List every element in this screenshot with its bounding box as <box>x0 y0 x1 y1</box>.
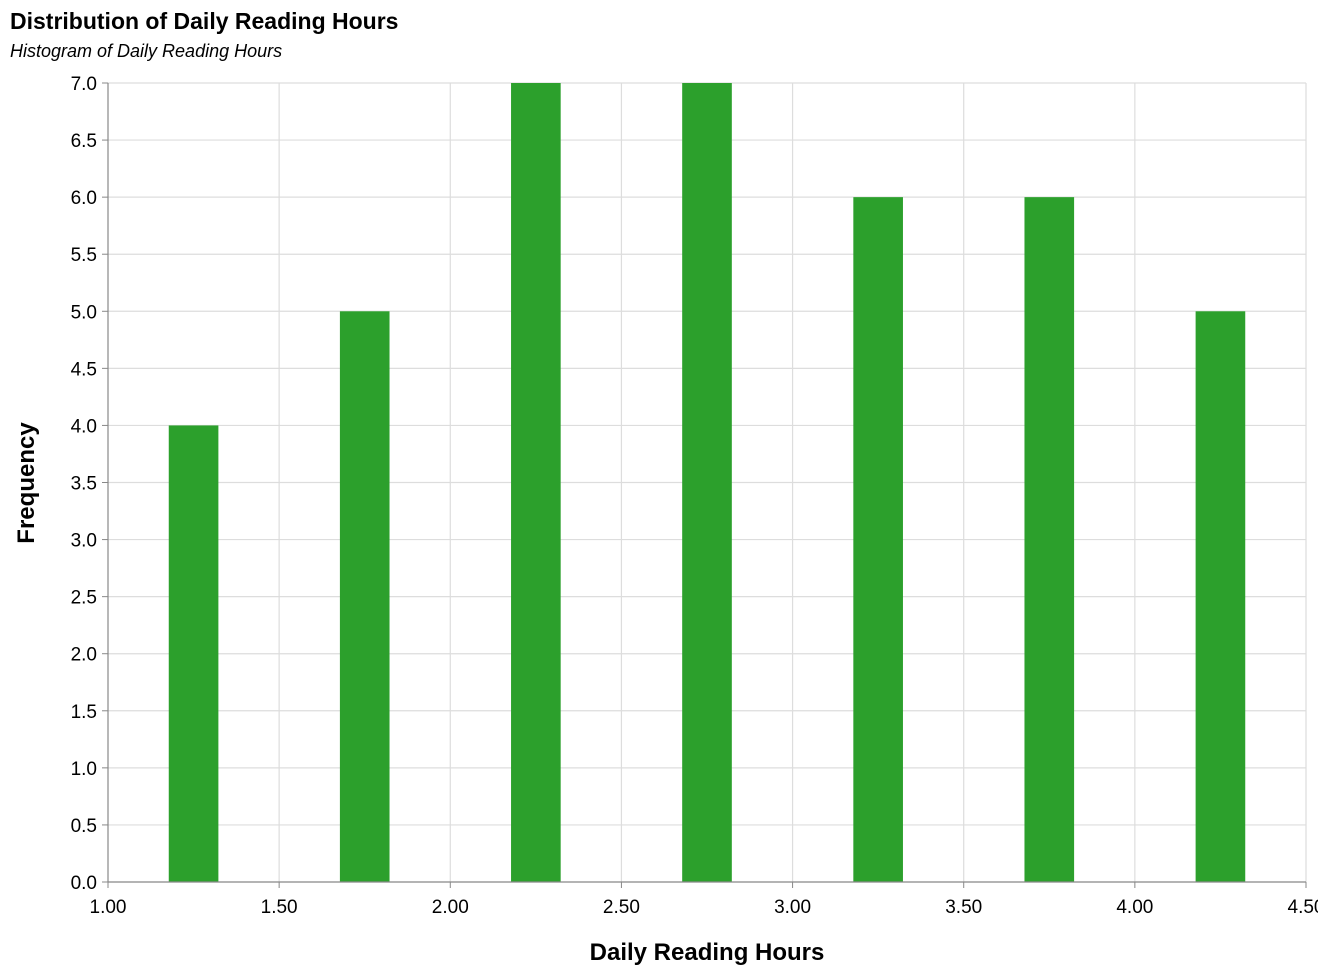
y-tick-label: 4.5 <box>71 359 97 380</box>
y-tick-label: 0.0 <box>71 873 97 894</box>
y-tick-label: 6.5 <box>71 131 97 152</box>
x-tick-label: 2.00 <box>432 897 469 918</box>
y-axis-title: Frequency <box>13 422 40 544</box>
histogram-bar[interactable] <box>339 311 390 882</box>
x-tick-label: 2.50 <box>603 897 640 918</box>
x-axis-title: Daily Reading Hours <box>590 939 825 966</box>
axes: 0.0 0.5 1.0 1.5 2.0 2.5 3.0 3.5 4.0 4.5 5.0 5.5 6.0 6… <box>71 74 1318 918</box>
x-tick-label: 4.50 <box>1288 897 1318 918</box>
x-tick-label: 3.50 <box>945 897 982 918</box>
y-tick-label: 2.5 <box>71 588 97 609</box>
x-tick-label: 1.50 <box>261 897 298 918</box>
histogram-bar[interactable] <box>853 197 903 883</box>
bars <box>168 83 1246 883</box>
y-tick-label: 2.0 <box>71 645 97 666</box>
chart-subtitle: Histogram of Daily Reading Hours <box>10 41 283 61</box>
y-tick-label: 7.0 <box>71 74 97 95</box>
y-tick-label: 6.0 <box>71 188 97 209</box>
y-tick-label: 1.0 <box>71 759 97 780</box>
y-tick-label: 3.5 <box>71 474 97 495</box>
y-tick-label: 1.5 <box>71 702 97 723</box>
histogram-bar[interactable] <box>682 83 732 882</box>
chart-title: Distribution of Daily Reading Hours <box>10 8 399 34</box>
histogram-bar[interactable] <box>1024 197 1075 883</box>
histogram-bar[interactable] <box>168 425 219 882</box>
y-tick-label: 4.0 <box>71 416 97 437</box>
x-tick-label: 3.00 <box>774 897 811 918</box>
y-tick-label: 5.0 <box>71 302 97 323</box>
y-tick-label: 5.5 <box>71 245 97 266</box>
y-tick-label: 3.0 <box>71 531 97 552</box>
x-tick-label: 1.00 <box>90 897 127 918</box>
y-tick-label: 0.5 <box>71 816 97 837</box>
x-tick-label: 4.00 <box>1116 897 1153 918</box>
histogram-bar[interactable] <box>511 83 561 882</box>
histogram-bar[interactable] <box>1195 311 1246 882</box>
